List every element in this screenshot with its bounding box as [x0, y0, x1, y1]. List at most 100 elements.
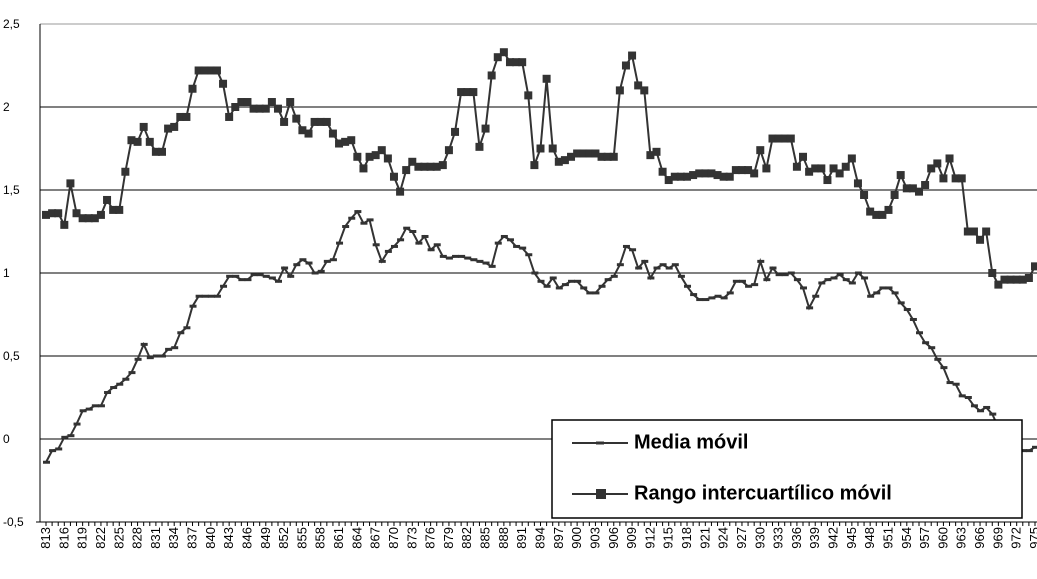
marker [683, 172, 692, 181]
marker [927, 164, 936, 173]
marker [921, 181, 930, 190]
marker [133, 137, 142, 146]
y-tick-label: 1,5 [3, 183, 20, 197]
x-tick-label: 969 [990, 527, 1005, 549]
marker [719, 172, 728, 181]
marker [915, 187, 924, 196]
marker [963, 227, 972, 236]
marker [365, 152, 374, 161]
marker [1000, 275, 1009, 284]
x-tick-label: 816 [56, 527, 71, 549]
marker [573, 149, 582, 158]
marker [432, 162, 441, 171]
marker [396, 187, 405, 196]
marker [908, 184, 917, 193]
marker [48, 209, 57, 218]
x-tick-label: 858 [313, 527, 328, 549]
marker [969, 227, 978, 236]
marker [737, 166, 746, 175]
marker [707, 169, 716, 178]
marker [951, 174, 960, 183]
marker [255, 104, 264, 113]
marker [1006, 275, 1015, 284]
marker [292, 114, 301, 123]
marker [219, 79, 228, 88]
marker [695, 169, 704, 178]
x-tick-label: 879 [441, 527, 456, 549]
marker [792, 162, 801, 171]
marker [164, 124, 173, 133]
marker [286, 98, 295, 107]
marker [84, 214, 93, 223]
legend-box [551, 419, 1023, 519]
marker [1012, 275, 1021, 284]
marker [786, 134, 795, 143]
marker [664, 176, 673, 185]
marker [542, 74, 551, 83]
x-tick-label: 933 [771, 527, 786, 549]
marker [359, 164, 368, 173]
x-tick-label: 822 [93, 527, 108, 549]
marker [316, 117, 325, 126]
marker [243, 98, 252, 107]
marker [524, 91, 533, 100]
marker [115, 205, 124, 214]
marker [646, 151, 655, 160]
marker [206, 66, 215, 75]
marker [957, 174, 966, 183]
marker [609, 152, 618, 161]
marker [347, 136, 356, 145]
marker [658, 167, 667, 176]
marker [530, 161, 539, 170]
marker [341, 137, 350, 146]
marker [615, 86, 624, 95]
marker [457, 88, 466, 97]
marker [145, 137, 154, 146]
x-tick-label: 963 [954, 527, 969, 549]
marker [182, 112, 191, 121]
x-tick-label: 867 [368, 527, 383, 549]
marker [811, 164, 820, 173]
x-tick-label: 834 [166, 527, 181, 549]
marker [353, 152, 362, 161]
legend: Media móvil Rango intercuartílico móvil [551, 419, 1023, 519]
y-tick-label: -0,5 [3, 515, 24, 529]
marker [66, 179, 75, 188]
marker [42, 210, 50, 219]
x-tick-label: 873 [404, 527, 419, 549]
y-tick-label: 1 [3, 266, 10, 280]
marker [597, 152, 606, 161]
marker [512, 58, 521, 67]
marker [554, 157, 563, 166]
x-tick-label: 927 [734, 527, 749, 549]
marker [463, 88, 472, 97]
marker [200, 66, 209, 75]
marker [426, 162, 435, 171]
marker [884, 205, 893, 214]
x-tick-label: 861 [331, 527, 346, 549]
marker [890, 190, 899, 199]
marker [225, 112, 234, 121]
marker [389, 172, 398, 181]
marker [121, 167, 130, 176]
marker [487, 71, 496, 80]
marker [762, 164, 771, 173]
marker [103, 195, 112, 204]
x-tick-label: 912 [642, 527, 657, 549]
marker [176, 112, 185, 121]
marker [499, 48, 508, 57]
legend-label: Media móvil [634, 431, 748, 453]
marker [725, 172, 734, 181]
x-tick-label: 975 [1027, 527, 1037, 549]
marker [1018, 275, 1027, 284]
marker [548, 144, 557, 153]
series [43, 209, 1037, 464]
marker [866, 207, 875, 216]
marker [1024, 273, 1033, 282]
x-tick-label: 843 [221, 527, 236, 549]
marker [304, 129, 313, 138]
marker [756, 146, 765, 155]
x-tick-label: 831 [148, 527, 163, 549]
marker [817, 164, 826, 173]
marker [475, 142, 484, 151]
